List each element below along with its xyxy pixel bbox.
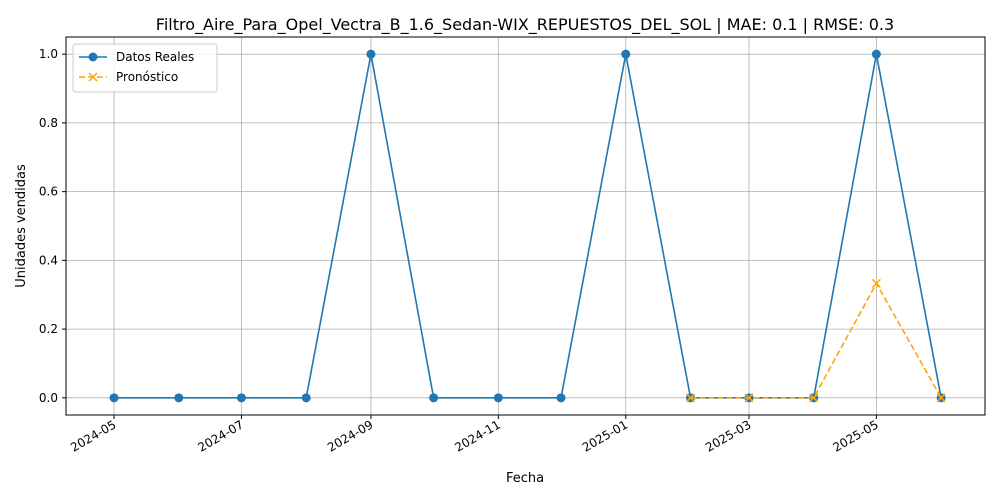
legend-entries: Datos Reales Pronóstico	[79, 50, 194, 84]
y-axis-label: Unidades vendidas	[14, 164, 29, 288]
legend-label-actual: Datos Reales	[116, 50, 194, 64]
actual-data-point	[871, 49, 881, 59]
x-axis-label: Fecha	[506, 471, 544, 486]
y-axis-ticks: 0.0 0.2 0.4 0.6 0.8 1.0	[39, 47, 66, 405]
y-tick-label: 0.0	[39, 391, 58, 405]
y-tick-label: 1.0	[39, 47, 58, 61]
actual-data-point	[236, 393, 246, 403]
forecast-data-point	[685, 393, 696, 403]
actual-data-point	[493, 393, 503, 403]
forecast-data-point	[871, 278, 881, 288]
actual-data-point	[174, 393, 184, 403]
chart-title: Filtro_Aire_Para_Opel_Vectra_B_1.6_Sedan…	[156, 15, 894, 35]
actual-data-point	[556, 393, 566, 403]
forecast-data-point	[744, 393, 754, 403]
legend-box	[72, 43, 218, 93]
legend-label-forecast: Pronóstico	[116, 70, 178, 84]
actual-data-point	[621, 49, 631, 59]
actual-data-point	[301, 393, 311, 403]
forecast-series-line	[690, 281, 942, 399]
actual-data-point	[366, 49, 376, 59]
y-tick-label: 0.4	[39, 253, 58, 267]
legend-marker-actual	[88, 52, 98, 62]
y-tick-label: 0.2	[39, 322, 58, 336]
y-tick-label: 0.6	[39, 185, 58, 199]
legend-marker-forecast	[88, 72, 98, 82]
actual-data-point	[429, 393, 439, 403]
legend: Datos Reales Pronóstico	[72, 43, 218, 93]
y-tick-label: 0.8	[39, 116, 58, 130]
plot-frame	[65, 36, 986, 416]
actual-data-point	[109, 393, 119, 403]
forecast-data-point	[809, 393, 819, 403]
series-layer	[109, 49, 946, 403]
forecast-data-point	[936, 393, 946, 403]
